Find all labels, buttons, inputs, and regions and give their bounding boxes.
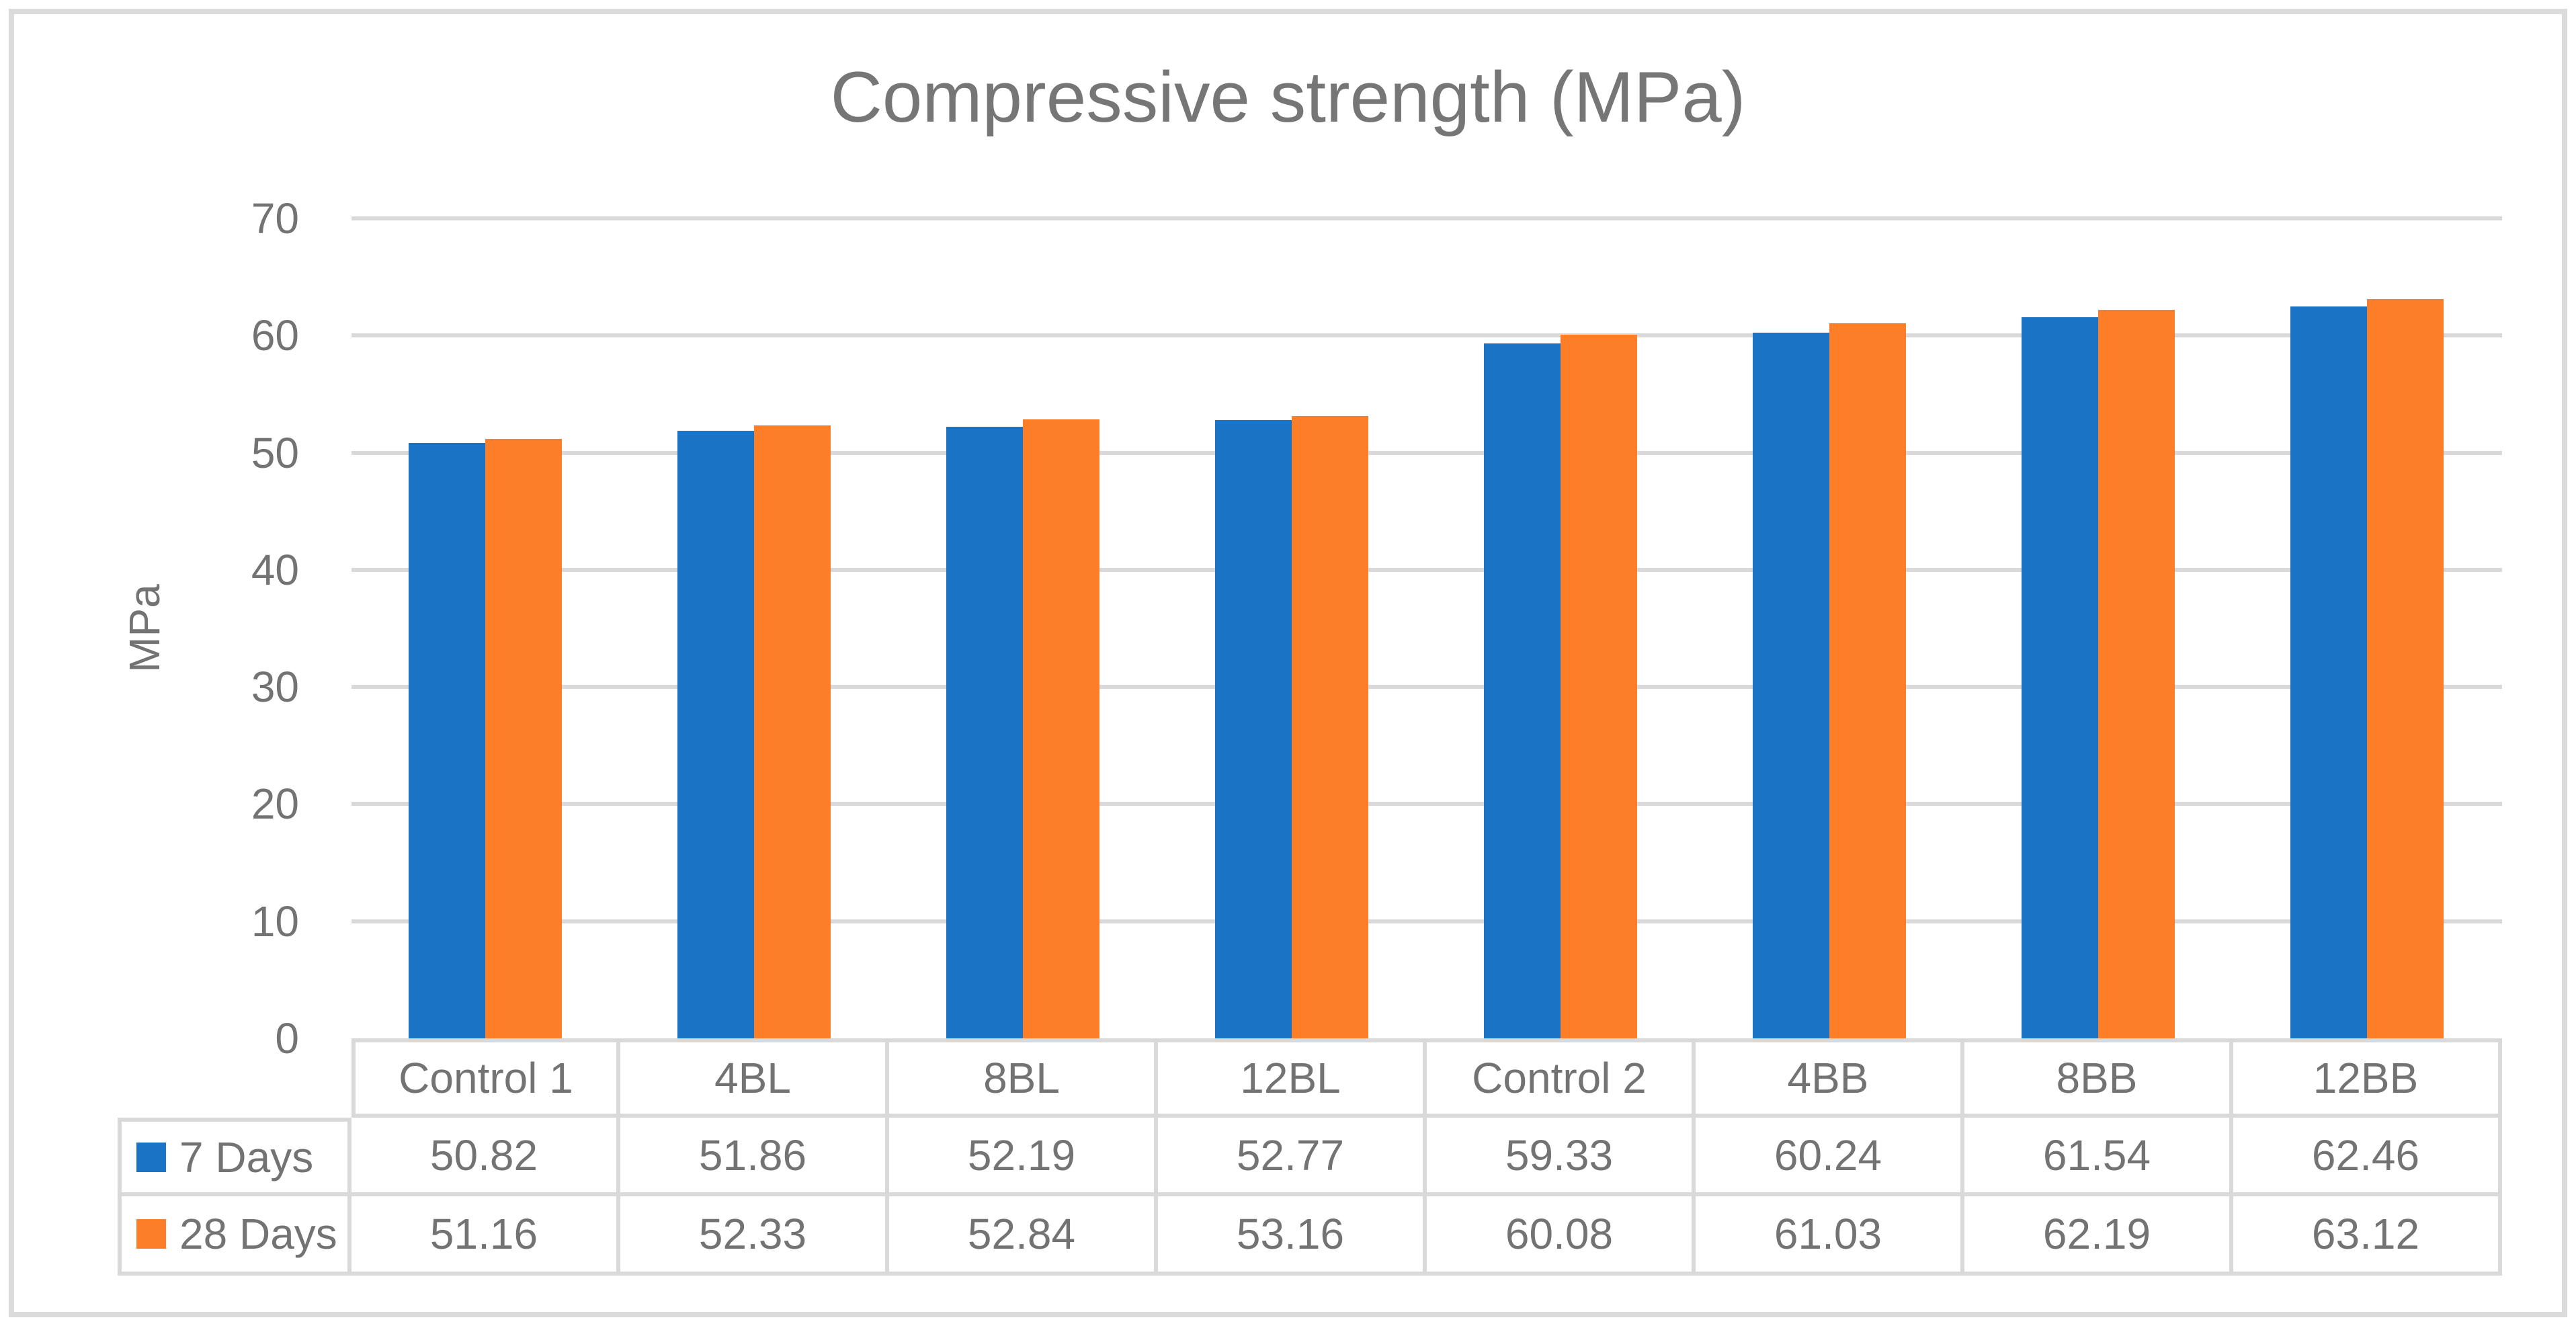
- y-tick-label-70: 70: [251, 194, 299, 243]
- gridline-70: [351, 216, 2502, 220]
- table-header-control-1: Control 1: [351, 1038, 620, 1118]
- legend-label-7-days: 7 Days: [179, 1132, 314, 1182]
- bar-28-days-8bb: [2098, 310, 2175, 1038]
- bar-28-days-4bl: [754, 425, 831, 1038]
- bar-7-days-4bb: [1753, 333, 1829, 1038]
- bar-7-days-12bl: [1215, 420, 1292, 1038]
- table-value-28-days-control-2: 60.08: [1427, 1196, 1696, 1276]
- bar-7-days-8bb: [2022, 317, 2098, 1038]
- bar-7-days-control-2: [1484, 343, 1561, 1038]
- legend-swatch-7-days: [136, 1142, 166, 1172]
- bar-28-days-4bb: [1829, 323, 1906, 1038]
- gridline-30: [351, 685, 2502, 690]
- table-header-4bl: 4BL: [620, 1038, 889, 1118]
- gridline-60: [351, 333, 2502, 338]
- table-value-7-days-control-1: 50.82: [351, 1118, 620, 1196]
- gridline-20: [351, 802, 2502, 806]
- chart-title: Compressive strength (MPa): [830, 56, 1746, 137]
- table-header-12bb: 12BB: [2233, 1038, 2502, 1118]
- bar-28-days-control-1: [485, 439, 562, 1038]
- data-table: Control 1 4BL 8BL 12BL Control 2 4BB 8BB 12BB 7 …: [118, 1038, 2502, 1276]
- table-header-control-2: Control 2: [1427, 1038, 1696, 1118]
- table-value-28-days-12bl: 53.16: [1158, 1196, 1427, 1276]
- table-value-7-days-4bl: 51.86: [620, 1118, 889, 1196]
- legend-swatch-28-days: [136, 1219, 166, 1249]
- bar-7-days-4bl: [677, 431, 754, 1038]
- y-axis-label: MPa: [120, 584, 169, 673]
- table-value-7-days-12bl: 52.77: [1158, 1118, 1427, 1196]
- table-value-28-days-control-1: 51.16: [351, 1196, 620, 1276]
- legend-label-28-days: 28 Days: [179, 1210, 337, 1258]
- bar-28-days-8bl: [1023, 419, 1099, 1038]
- table-value-28-days-4bb: 61.03: [1696, 1196, 1964, 1276]
- table-header-8bb: 8BB: [1964, 1038, 2233, 1118]
- table-header-4bb: 4BB: [1696, 1038, 1964, 1118]
- bar-7-days-control-1: [409, 443, 485, 1038]
- y-tick-label-0: 0: [275, 1014, 299, 1063]
- table-value-28-days-4bl: 52.33: [620, 1196, 889, 1276]
- table-header-12bl: 12BL: [1158, 1038, 1427, 1118]
- table-value-28-days-8bb: 62.19: [1964, 1196, 2233, 1276]
- y-tick-label-20: 20: [251, 780, 299, 829]
- table-row-label-7-days: 7 Days: [118, 1118, 351, 1196]
- table-value-28-days-8bl: 52.84: [889, 1196, 1158, 1276]
- bar-28-days-control-2: [1561, 334, 1637, 1038]
- gridline-50: [351, 450, 2502, 455]
- y-tick-label-40: 40: [251, 545, 299, 594]
- bar-7-days-8bl: [946, 427, 1023, 1038]
- y-tick-label-10: 10: [251, 897, 299, 946]
- table-row-label-28-days: 28 Days: [118, 1196, 351, 1276]
- gridline-40: [351, 567, 2502, 572]
- table-value-7-days-8bl: 52.19: [889, 1118, 1158, 1196]
- table-value-7-days-control-2: 59.33: [1427, 1118, 1696, 1196]
- table-value-7-days-12bb: 62.46: [2233, 1118, 2502, 1196]
- table-value-7-days-8bb: 61.54: [1964, 1118, 2233, 1196]
- y-tick-label-60: 60: [251, 311, 299, 360]
- bar-28-days-12bl: [1292, 415, 1368, 1038]
- table-value-7-days-4bb: 60.24: [1696, 1118, 1964, 1196]
- table-value-28-days-12bb: 63.12: [2233, 1196, 2502, 1276]
- bar-7-days-12bb: [2290, 306, 2367, 1038]
- y-tick-label-30: 30: [251, 663, 299, 712]
- y-tick-label-50: 50: [251, 428, 299, 477]
- table-corner-cell: [118, 1038, 351, 1118]
- bar-28-days-12bb: [2367, 298, 2444, 1038]
- gridline-10: [351, 919, 2502, 923]
- plot-area: [351, 216, 2502, 1038]
- table-header-8bl: 8BL: [889, 1038, 1158, 1118]
